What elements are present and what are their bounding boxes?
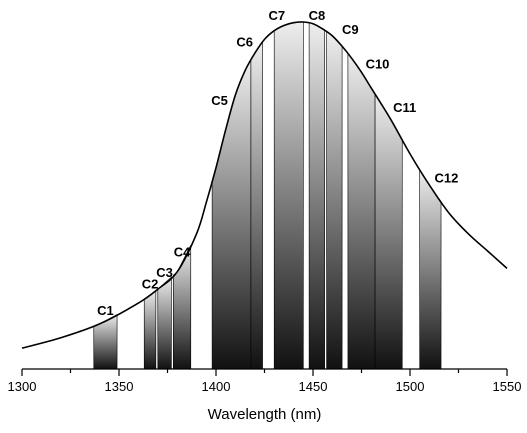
channel-band-c8 — [308, 22, 325, 370]
channel-bands — [93, 21, 442, 370]
channel-band-c3 — [157, 276, 172, 370]
channel-label-c12: C12 — [434, 171, 458, 186]
x-tick-label-1550: 1550 — [493, 379, 522, 394]
channel-label-c8: C8 — [309, 8, 326, 23]
channel-band-c12 — [419, 168, 442, 370]
x-tick-label-1350: 1350 — [105, 379, 134, 394]
channel-band-c7 — [273, 21, 304, 370]
channel-band-c10 — [347, 52, 376, 370]
channel-label-c11: C11 — [393, 100, 416, 115]
channel-label-c7: C7 — [268, 8, 285, 23]
spectrum-curve — [21, 21, 508, 349]
channel-label-c1: C1 — [97, 303, 114, 318]
x-axis-label: Wavelength (nm) — [208, 406, 322, 423]
channel-label-c4: C4 — [174, 244, 191, 259]
x-axis-ticks: 1300 1350 1400 1450 1500 1550 — [8, 369, 522, 394]
channel-label-c2: C2 — [142, 277, 159, 292]
channel-band-c2 — [143, 289, 157, 370]
x-tick-label-1450: 1450 — [299, 379, 328, 394]
channel-label-c6: C6 — [236, 35, 253, 50]
channel-label-c3: C3 — [156, 265, 173, 280]
channel-band-c11 — [374, 93, 403, 370]
channel-band-c6 — [250, 41, 263, 370]
x-tick-label-1300: 1300 — [8, 379, 37, 394]
channel-label-c10: C10 — [366, 56, 390, 71]
channel-band-c1 — [93, 314, 118, 370]
channel-band-c9 — [326, 31, 343, 370]
x-tick-label-1500: 1500 — [396, 379, 425, 394]
x-tick-label-1400: 1400 — [202, 379, 231, 394]
channel-label-c5: C5 — [211, 93, 228, 108]
channel-label-c9: C9 — [342, 22, 359, 37]
